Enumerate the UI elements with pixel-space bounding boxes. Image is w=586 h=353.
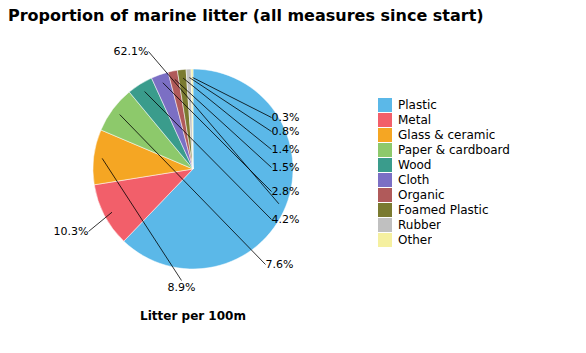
html-text:Other: Other [398, 233, 433, 247]
html-text:Litter per 100m: Litter per 100m [140, 309, 246, 323]
html-text:Paper & cardboard: Paper & cardboard [398, 143, 510, 157]
html-text:Glass & ceramic: Glass & ceramic [398, 128, 496, 142]
svg-text:8.9%: 8.9% [168, 281, 196, 294]
svg-text:7.6%: 7.6% [266, 258, 294, 271]
svg-text:10.3%: 10.3% [54, 225, 89, 238]
html-text:Plastic: Plastic [398, 98, 437, 112]
html-text:Rubber: Rubber [398, 218, 441, 232]
svg-text:4.2%: 4.2% [272, 213, 300, 226]
html-text:Proportion of marine litter (a: Proportion of marine litter (all measure… [8, 6, 484, 25]
html-text:Cloth: Cloth [398, 173, 430, 187]
svg-text:2.8%: 2.8% [272, 185, 300, 198]
svg-text:0.8%: 0.8% [272, 125, 300, 138]
html-text:Metal: Metal [398, 113, 432, 127]
svg-text:1.5%: 1.5% [272, 161, 300, 174]
html-text:Foamed Plastic: Foamed Plastic [398, 203, 489, 217]
html-text:Wood: Wood [398, 158, 432, 172]
svg-text:1.4%: 1.4% [272, 143, 300, 156]
svg-text:62.1%: 62.1% [114, 45, 149, 58]
svg-text:0.3%: 0.3% [272, 111, 300, 124]
html-text:Organic: Organic [398, 188, 445, 202]
